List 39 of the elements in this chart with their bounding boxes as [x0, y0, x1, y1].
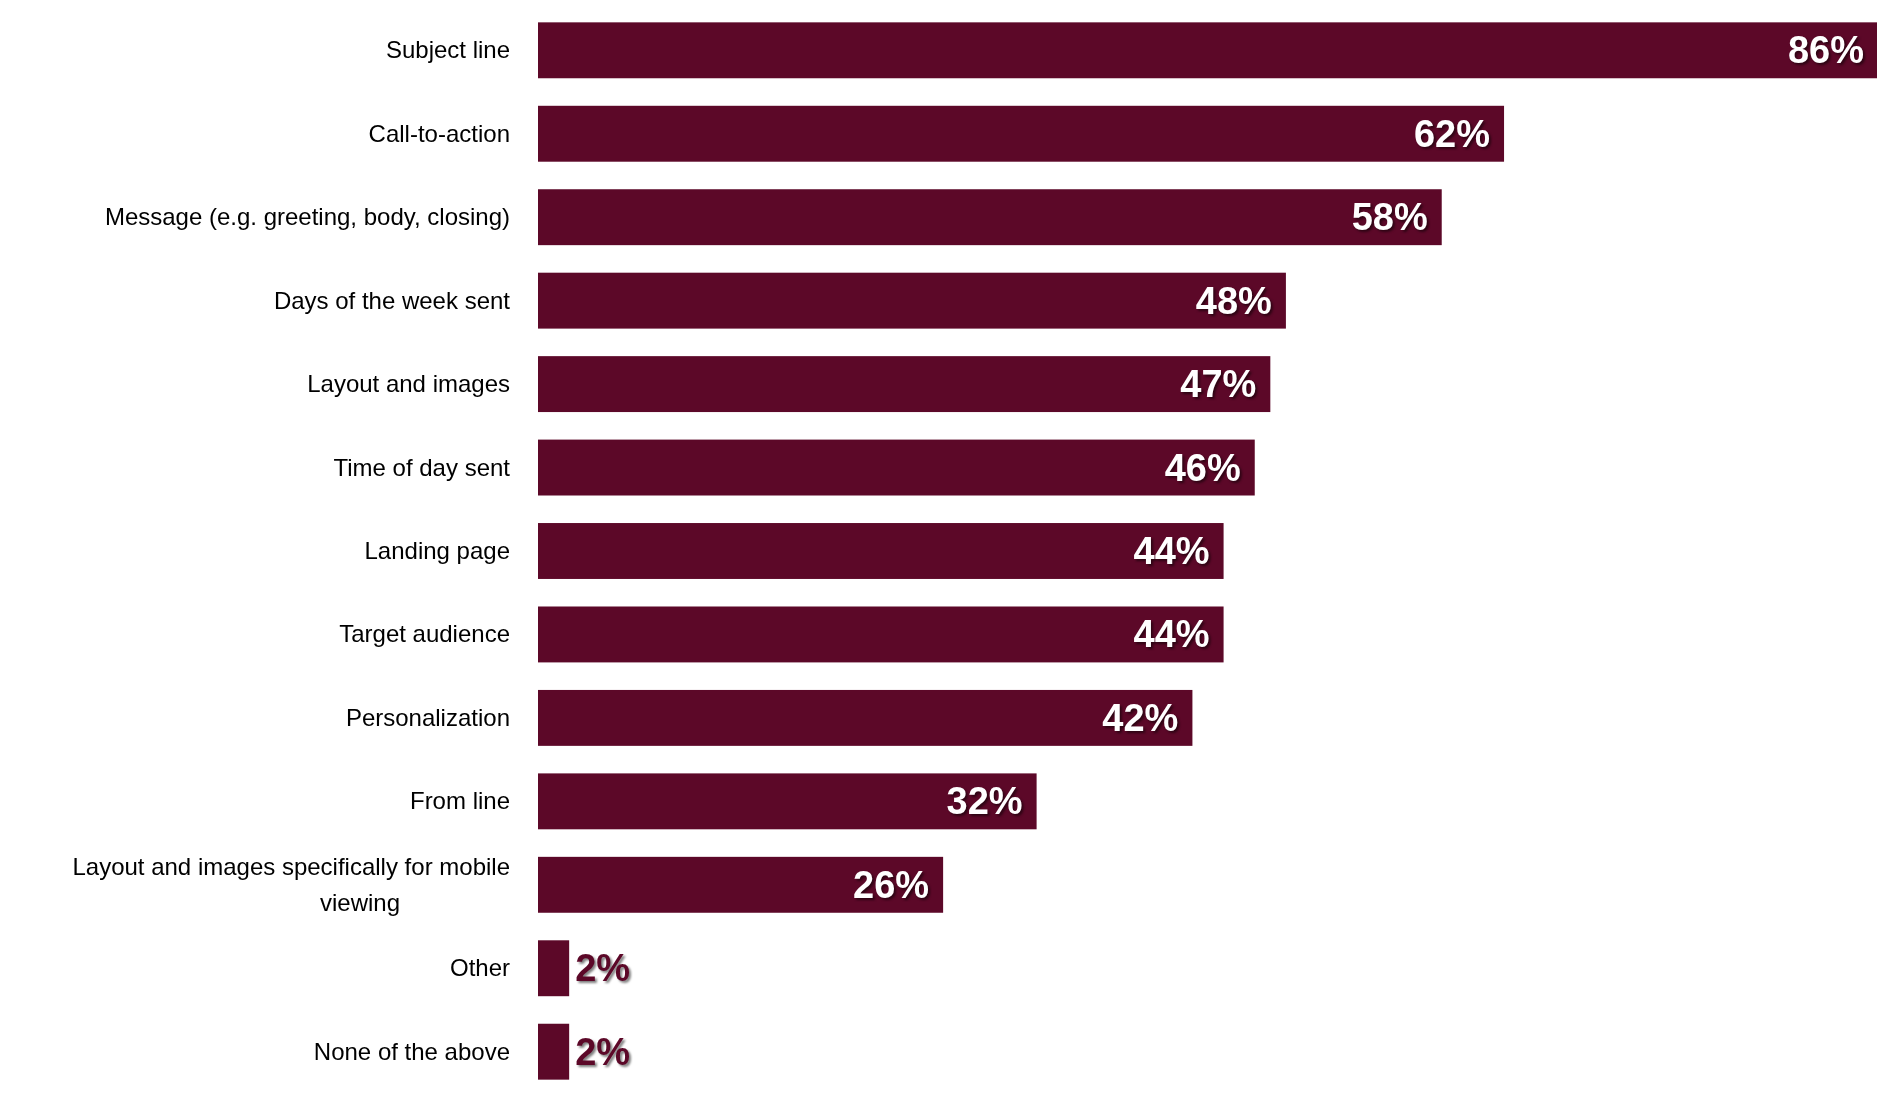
data-label: 42%	[1102, 696, 1179, 739]
bar	[538, 773, 1037, 830]
y-tick-label: Target audience	[339, 620, 510, 648]
bar	[538, 22, 1877, 79]
y-tick-label: From line	[409, 787, 510, 815]
bar	[538, 189, 1442, 246]
y-tick-label: Days of the week sent	[273, 286, 511, 314]
bar	[538, 272, 1286, 329]
y-tick-label: Message (e.g. greeting, body, closing)	[104, 203, 510, 231]
bar	[538, 523, 1224, 579]
bar	[538, 940, 570, 997]
y-tick-label: Call-to-action	[368, 119, 510, 147]
data-label: 86%	[1787, 29, 1864, 72]
data-label: 44%	[1133, 613, 1210, 656]
y-tick-label: Subject line	[385, 36, 510, 64]
bar	[538, 1023, 570, 1080]
bar	[538, 856, 944, 913]
bar	[538, 689, 1193, 746]
bar	[538, 356, 1271, 413]
data-label: 44%	[1133, 530, 1210, 572]
y-tick-label: Personalization	[345, 703, 510, 731]
data-label: 46%	[1164, 446, 1241, 489]
data-label: 2%	[575, 1030, 631, 1073]
y-tick-label: Time of day sent	[333, 453, 511, 481]
bar	[538, 606, 1224, 663]
data-label: 48%	[1195, 279, 1272, 322]
y-tick-label: Landing page	[364, 537, 510, 564]
y-tick-label: Layout and images specifically for mobile viewing	[72, 852, 510, 916]
data-label: 47%	[1180, 363, 1257, 406]
data-label: 26%	[853, 863, 930, 906]
data-label: 32%	[946, 780, 1023, 823]
data-label: 2%	[575, 947, 631, 990]
bar	[538, 105, 1505, 162]
y-tick-label: Layout and images	[307, 370, 510, 398]
data-label: 58%	[1351, 196, 1428, 239]
bar	[538, 439, 1255, 496]
y-tick-label: Other	[449, 954, 510, 982]
data-label: 62%	[1413, 112, 1491, 155]
y-tick-label: None of the above	[313, 1037, 510, 1065]
